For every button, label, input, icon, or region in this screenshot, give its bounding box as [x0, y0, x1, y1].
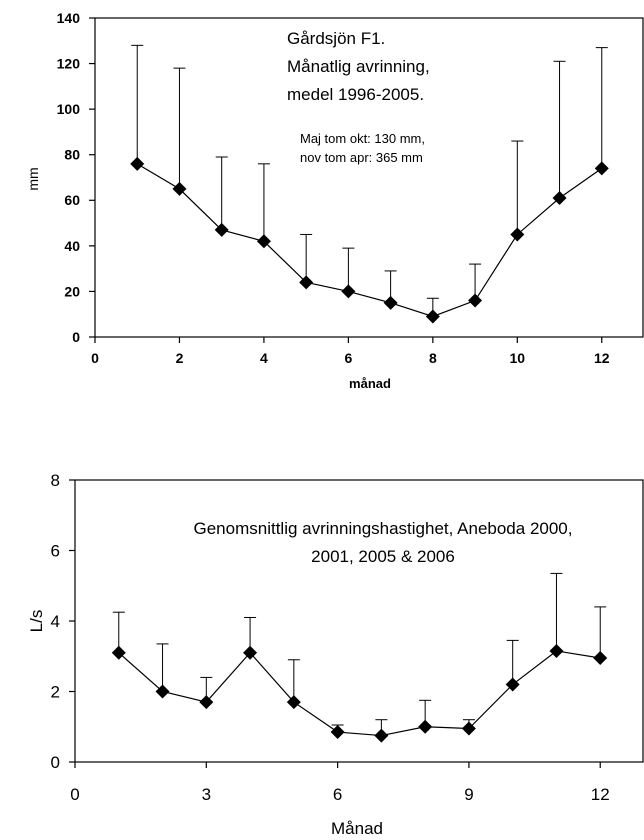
- chart1-y-tick-label: 40: [64, 238, 80, 254]
- chart2-y-tick-label: 4: [51, 612, 60, 631]
- chart2-data-point: [330, 725, 345, 740]
- chart1-data-point: [510, 227, 525, 242]
- chart1-x-tick-label: 4: [260, 350, 268, 366]
- chart1-series-line: [136, 163, 603, 318]
- chart1-data-point: [552, 191, 567, 206]
- chart2-y-axis-label: L/s: [27, 610, 46, 633]
- chart1-x-tick-label: 2: [176, 350, 184, 366]
- chart1-data-point: [299, 275, 314, 290]
- chart2-x-tick-label: 6: [333, 785, 342, 804]
- chart1-y-tick-label: 100: [57, 101, 81, 117]
- chart2-title-line-2: 2001, 2005 & 2006: [311, 547, 455, 566]
- chart1-title-line-1: Gårdsjön F1.: [287, 29, 385, 48]
- chart1-y-tick-label: 20: [64, 283, 80, 299]
- chart2-series-line: [118, 650, 601, 737]
- chart2-data-point: [461, 721, 476, 736]
- chart1-data-point: [468, 293, 483, 308]
- chart1-x-tick-label: 8: [429, 350, 437, 366]
- chart2-data-point: [505, 677, 520, 692]
- chart1-note-line-1: Maj tom okt: 130 mm,: [300, 131, 425, 146]
- chart2-data-point: [593, 651, 608, 666]
- chart1-y-tick-label: 120: [57, 55, 81, 71]
- chart1-y-tick-label: 60: [64, 192, 80, 208]
- chart1-data-point: [425, 309, 440, 324]
- chart1-data-point: [130, 156, 145, 171]
- chart1-x-tick-label: 10: [510, 350, 526, 366]
- chart2-x-tick-label: 12: [591, 785, 610, 804]
- chart1-x-tick-label: 6: [344, 350, 352, 366]
- chart1-title-block: Gårdsjön F1. Månatlig avrinning, medel 1…: [287, 29, 430, 165]
- chart2-x-tick-label: 0: [70, 785, 79, 804]
- chart2-data-point: [243, 645, 258, 660]
- chart1-plot-frame: [94, 17, 644, 338]
- chart1-data-point: [594, 161, 609, 176]
- chart2-y-tick-label: 6: [51, 541, 60, 560]
- chart1-data-point: [214, 222, 229, 237]
- chart1-data-point: [341, 284, 356, 299]
- chart1-y-tick-label: 80: [64, 147, 80, 163]
- chart1-y-tick-label: 140: [57, 10, 81, 26]
- chart1-y-axis-label: mm: [25, 167, 41, 190]
- chart1-note-line-2: nov tom apr: 365 mm: [300, 150, 423, 165]
- chart2-y-tick-label: 2: [51, 682, 60, 701]
- chart1-data-point: [172, 181, 187, 196]
- chart2-x-axis-label: Månad: [331, 819, 383, 838]
- chart2-data-point: [374, 728, 389, 743]
- chart1-x-tick-label: 0: [91, 350, 99, 366]
- chart1-title-line-2: Månatlig avrinning,: [287, 57, 430, 76]
- chart1-x-tick-label: 12: [594, 350, 610, 366]
- chart2-y-tick-label: 8: [51, 471, 60, 490]
- chart1-title-line-3: medel 1996-2005.: [287, 85, 424, 104]
- chart2-data-point: [199, 695, 214, 710]
- chart2-data-point: [111, 645, 126, 660]
- chart1-data-point: [383, 295, 398, 310]
- chart1-y-tick-label: 0: [72, 329, 80, 345]
- chart1-x-axis-label: månad: [349, 376, 391, 391]
- chart2-title-line-1: Genomsnittlig avrinningshastighet, Anebo…: [194, 519, 573, 538]
- chart2-x-tick-label: 3: [202, 785, 211, 804]
- chart2-data-point: [286, 695, 301, 710]
- chart1-data-point: [256, 234, 271, 249]
- chart2-title-block: Genomsnittlig avrinningshastighet, Anebo…: [194, 519, 573, 566]
- chart2-data-point: [418, 719, 433, 734]
- chart2-x-tick-label: 9: [464, 785, 473, 804]
- chart2-y-tick-label: 0: [51, 753, 60, 772]
- chart2-data-point: [549, 643, 564, 658]
- chart2-data-point: [155, 684, 170, 699]
